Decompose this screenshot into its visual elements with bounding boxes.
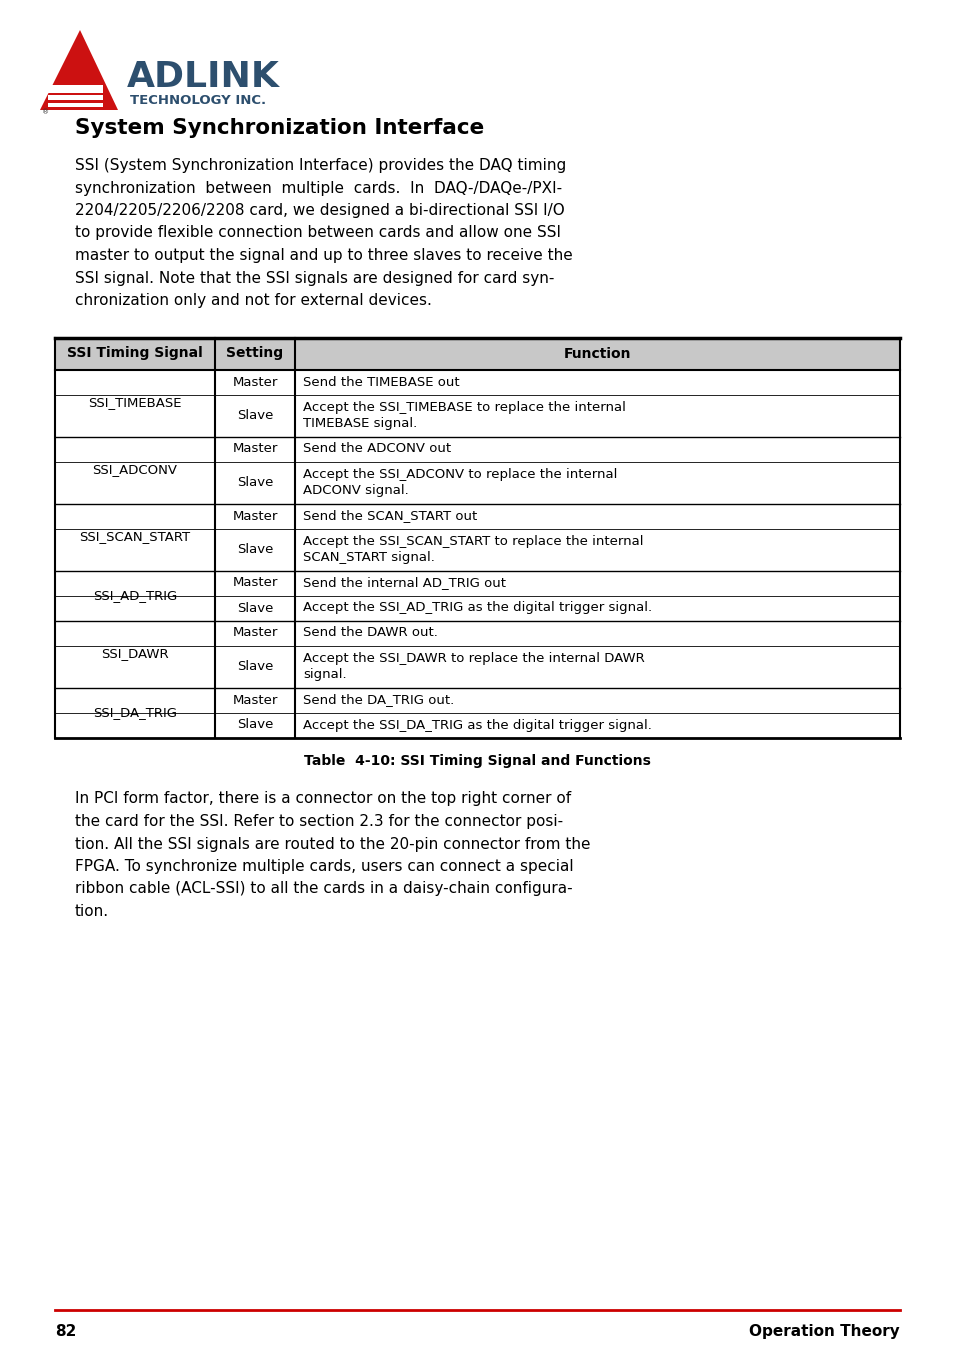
Text: Slave: Slave (236, 718, 273, 731)
Text: Master: Master (233, 442, 277, 456)
Text: tion. All the SSI signals are routed to the 20-pin connector from the: tion. All the SSI signals are routed to … (75, 837, 590, 852)
Text: Slave: Slave (236, 410, 273, 422)
Text: tion.: tion. (75, 904, 109, 919)
Text: signal.: signal. (303, 668, 346, 681)
Text: Setting: Setting (226, 346, 283, 361)
Text: Slave: Slave (236, 660, 273, 673)
Text: synchronization  between  multiple  cards.  In  DAQ-/DAQe-/PXI-: synchronization between multiple cards. … (75, 181, 561, 196)
Text: Master: Master (233, 626, 277, 639)
Text: Master: Master (233, 576, 277, 589)
Text: Master: Master (233, 510, 277, 522)
Text: SSI (System Synchronization Interface) provides the DAQ timing: SSI (System Synchronization Interface) p… (75, 158, 566, 173)
Text: Accept the SSI_DAWR to replace the internal DAWR: Accept the SSI_DAWR to replace the inter… (303, 652, 644, 665)
Bar (55, 645, 899, 688)
Text: Master: Master (233, 376, 277, 388)
Text: Slave: Slave (236, 602, 273, 615)
Bar (55, 713, 899, 737)
Text: ADCONV signal.: ADCONV signal. (303, 484, 408, 498)
Bar (55, 529, 899, 571)
Bar (55, 571, 899, 595)
Text: Send the DA_TRIG out.: Send the DA_TRIG out. (303, 694, 454, 707)
Bar (48, 103, 103, 107)
Text: to provide flexible connection between cards and allow one SSI: to provide flexible connection between c… (75, 226, 560, 241)
Text: Master: Master (233, 694, 277, 707)
Text: ®: ® (42, 110, 49, 115)
Bar (55, 688, 899, 713)
Bar (55, 595, 899, 621)
Bar (55, 461, 899, 503)
Bar (55, 621, 899, 645)
Text: SSI_TIMEBASE: SSI_TIMEBASE (89, 396, 182, 410)
Text: System Synchronization Interface: System Synchronization Interface (75, 118, 484, 138)
Text: ADLINK: ADLINK (127, 59, 279, 95)
Text: Table  4-10: SSI Timing Signal and Functions: Table 4-10: SSI Timing Signal and Functi… (304, 753, 650, 768)
Text: 82: 82 (55, 1324, 76, 1338)
Text: Accept the SSI_ADCONV to replace the internal: Accept the SSI_ADCONV to replace the int… (303, 468, 617, 481)
Text: ribbon cable (ACL-SSI) to all the cards in a daisy-chain configura-: ribbon cable (ACL-SSI) to all the cards … (75, 882, 572, 896)
Bar (55, 437, 899, 461)
Text: Send the SCAN_START out: Send the SCAN_START out (303, 510, 476, 522)
Text: Send the TIMEBASE out: Send the TIMEBASE out (303, 376, 459, 388)
Text: SSI signal. Note that the SSI signals are designed for card syn-: SSI signal. Note that the SSI signals ar… (75, 270, 554, 285)
Text: SSI_ADCONV: SSI_ADCONV (92, 464, 177, 476)
Text: In PCI form factor, there is a connector on the top right corner of: In PCI form factor, there is a connector… (75, 791, 571, 807)
Text: Function: Function (563, 346, 631, 361)
Text: SSI Timing Signal: SSI Timing Signal (67, 346, 203, 361)
Bar (55, 395, 899, 437)
Text: 2204/2205/2206/2208 card, we designed a bi-directional SSI I/O: 2204/2205/2206/2208 card, we designed a … (75, 203, 564, 218)
Text: SCAN_START signal.: SCAN_START signal. (303, 552, 435, 564)
Text: SSI_DA_TRIG: SSI_DA_TRIG (92, 706, 177, 719)
Text: Accept the SSI_SCAN_START to replace the internal: Accept the SSI_SCAN_START to replace the… (303, 535, 643, 548)
Text: the card for the SSI. Refer to section 2.3 for the connector posi-: the card for the SSI. Refer to section 2… (75, 814, 562, 829)
Polygon shape (40, 30, 118, 110)
Text: FPGA. To synchronize multiple cards, users can connect a special: FPGA. To synchronize multiple cards, use… (75, 859, 573, 873)
Bar (48, 85, 103, 93)
Text: TIMEBASE signal.: TIMEBASE signal. (303, 416, 416, 430)
Bar (55, 369, 899, 395)
Text: Operation Theory: Operation Theory (748, 1324, 899, 1338)
Text: SSI_SCAN_START: SSI_SCAN_START (79, 530, 191, 544)
Text: Send the internal AD_TRIG out: Send the internal AD_TRIG out (303, 576, 505, 589)
Text: Accept the SSI_TIMEBASE to replace the internal: Accept the SSI_TIMEBASE to replace the i… (303, 402, 625, 414)
Text: SSI_AD_TRIG: SSI_AD_TRIG (92, 589, 177, 602)
Text: chronization only and not for external devices.: chronization only and not for external d… (75, 293, 432, 308)
Text: Slave: Slave (236, 476, 273, 489)
Text: TECHNOLOGY INC.: TECHNOLOGY INC. (130, 93, 266, 107)
Text: Send the DAWR out.: Send the DAWR out. (303, 626, 437, 639)
Text: Accept the SSI_DA_TRIG as the digital trigger signal.: Accept the SSI_DA_TRIG as the digital tr… (303, 718, 651, 731)
Text: Accept the SSI_AD_TRIG as the digital trigger signal.: Accept the SSI_AD_TRIG as the digital tr… (303, 602, 652, 615)
Text: Send the ADCONV out: Send the ADCONV out (303, 442, 451, 456)
Text: Slave: Slave (236, 544, 273, 556)
Bar (48, 95, 103, 100)
Text: SSI_DAWR: SSI_DAWR (101, 648, 169, 661)
Bar (55, 503, 899, 529)
Bar (55, 338, 899, 369)
Text: master to output the signal and up to three slaves to receive the: master to output the signal and up to th… (75, 247, 572, 264)
